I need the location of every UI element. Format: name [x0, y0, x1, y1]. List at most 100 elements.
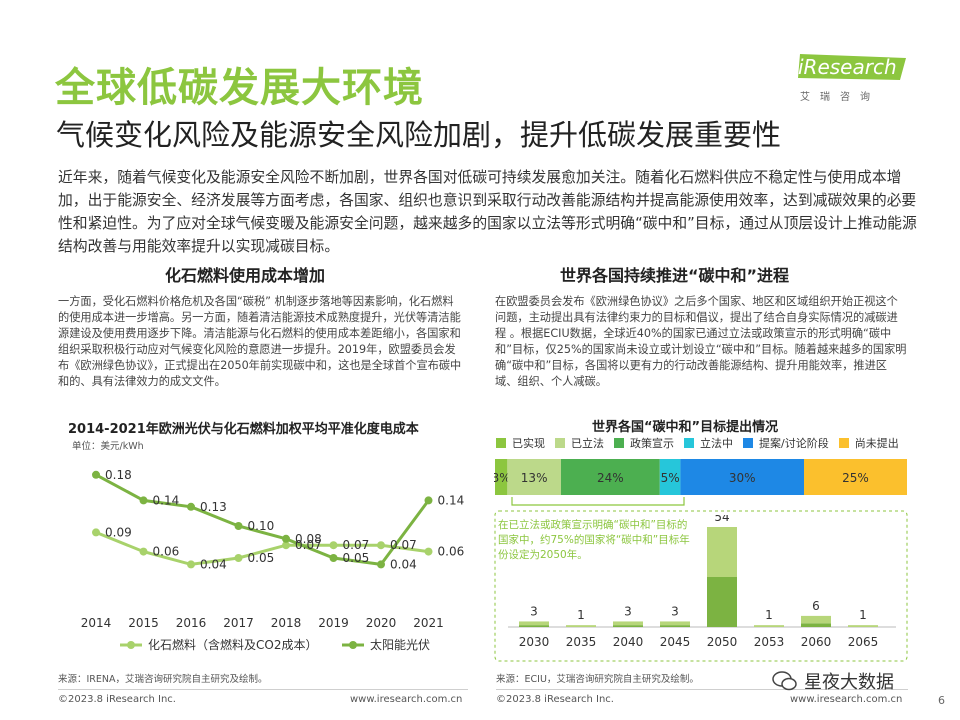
bar-total-label: 3: [530, 604, 538, 618]
data-point: [187, 502, 195, 511]
bar-segment: [754, 625, 784, 627]
data-point: [92, 470, 100, 479]
bar-segment: [660, 621, 690, 626]
data-label: 0.06: [438, 545, 465, 559]
legend-swatch: [555, 438, 565, 448]
legend-label: 政策宣示: [630, 437, 674, 450]
line-chart-title: 2014-2021年欧洲光伏与化石燃料加权平均平准化度电成本: [68, 422, 419, 437]
x-tick-label: 2015: [128, 616, 159, 630]
bar-segment: [801, 615, 831, 624]
x-tick-label: 2035: [566, 635, 597, 649]
x-tick-label: 2065: [848, 635, 879, 649]
segment-label: 30%: [729, 471, 756, 485]
data-point: [187, 560, 195, 569]
left-section-title: 化石燃料使用成本增加: [165, 266, 326, 285]
logo-wordmark: iResearch: [798, 55, 897, 79]
segment-label: 3%: [494, 471, 511, 485]
iresearch-logo: iResearch 艾瑞咨询: [796, 52, 908, 110]
legend-label: 化石燃料（含燃料及CO2成本）: [148, 637, 317, 652]
x-tick-label: 2030: [519, 635, 550, 649]
x-tick-label: 2040: [613, 635, 644, 649]
x-tick-label: 2016: [176, 616, 207, 630]
data-point: [139, 547, 148, 556]
right-section-title: 世界各国持续推进“碳中和”进程: [560, 266, 790, 285]
lcoe-line-chart: 0.090.060.04 0.050.07 0.07 0.07 0.060.180.14…: [81, 468, 465, 652]
legend-label: 提案/讨论阶段: [759, 437, 829, 450]
bar-segment: [566, 625, 596, 627]
x-tick-label: 2021: [413, 616, 444, 630]
left-footer-divider: [58, 689, 468, 690]
intro-paragraph: 近年来，随着气候变化及能源安全风险不断加剧，世界各国对低碳可持续发展愈加关注。随…: [58, 169, 917, 255]
data-label: 0.04: [390, 557, 417, 571]
bar-segment: [707, 527, 737, 577]
series-line-1: [95, 473, 430, 567]
x-tick-label: 2060: [801, 635, 832, 649]
data-point: [377, 541, 385, 550]
data-point: [282, 541, 290, 550]
data-label: 0.07: [390, 538, 417, 552]
page-number: 6: [938, 694, 945, 707]
data-label: 0.14: [153, 493, 180, 507]
legend-marker: [349, 641, 357, 649]
bar-segment: [519, 621, 549, 626]
legend-label: 尚未提出: [854, 437, 899, 450]
x-tick-label: 2014: [81, 616, 112, 630]
bar-total-label: 3: [671, 604, 679, 618]
legend-swatch: [743, 438, 753, 448]
left-source: 来源：IRENA，艾瑞咨询研究院自主研究及绘制。: [58, 674, 268, 685]
bar-segment: [660, 625, 690, 627]
status-segment: [680, 459, 804, 495]
bar-total-label: 54: [714, 515, 729, 524]
data-point: [424, 547, 433, 556]
legend-item: 提案/讨论阶段: [743, 435, 829, 451]
legend-item: 立法中: [684, 435, 733, 451]
data-point: [234, 554, 243, 562]
bar-segment: [801, 623, 831, 627]
legend-item: 尚未提出: [838, 435, 899, 451]
logo-badge-icon: [798, 54, 906, 80]
watermark-text: 星夜大数据: [804, 672, 894, 693]
line-chart-unit: 单位：美元/kWh: [72, 441, 144, 452]
legend-label: 太阳能光伏: [370, 637, 430, 652]
segment-label: 5%: [661, 471, 680, 485]
logo-chinese-name: 艾瑞咨询: [800, 92, 880, 103]
data-label: 0.14: [438, 493, 465, 507]
legend-swatch: [684, 438, 694, 448]
x-tick-label: 2053: [754, 635, 785, 649]
x-tick-label: 2050: [707, 635, 738, 649]
legend-swatch: [496, 438, 506, 448]
wechat-icon: [772, 671, 797, 691]
bar-total-label: 1: [765, 608, 773, 622]
bar-segment: [613, 625, 643, 627]
target-year-bar-chart: 3 2030 1 2035 3 2040 3 2045 54 2050 1 2053 6 2060 1 206…: [508, 515, 896, 649]
legend-item: 政策宣示: [614, 435, 674, 451]
data-point: [424, 496, 433, 505]
data-point: [234, 522, 243, 530]
legend-item: 已实现: [496, 435, 545, 451]
callout-frame: [494, 497, 908, 662]
segment-label: 25%: [842, 471, 869, 485]
status-segment: [495, 459, 508, 495]
right-section-paragraph: 在欧盟委员会发布《欧洲绿色协议》之后多个国家、地区和区域组织开始正视这个问题，主…: [495, 295, 907, 388]
legend-swatch: [614, 438, 624, 448]
bar-segment: [848, 625, 878, 627]
left-copyright: ©2023.8 iResearch Inc.: [58, 694, 176, 705]
data-label: 0.08: [295, 532, 322, 546]
watermark: 星夜大数据: [772, 668, 894, 694]
x-tick-label: 2020: [366, 616, 397, 630]
x-tick-label: 2017: [223, 616, 254, 630]
bar-segment: [613, 621, 643, 626]
status-segment: [560, 459, 660, 495]
data-point: [329, 541, 338, 550]
data-label: 0.09: [105, 525, 132, 539]
right-site-url: www.iresearch.com.cn: [790, 694, 903, 705]
right-source: 来源：ECIU，艾瑞咨询研究院自主研究及绘制。: [496, 674, 699, 685]
left-site-url: www.iresearch.com.cn: [350, 694, 463, 705]
bar-segment: [707, 577, 737, 627]
data-label: 0.06: [153, 545, 180, 559]
page-title: 全球低碳发展大环境: [55, 65, 424, 111]
data-point: [139, 496, 148, 505]
status-segment: [804, 459, 907, 495]
right-footer-divider: [496, 689, 908, 690]
legend-label: 立法中: [700, 437, 733, 450]
